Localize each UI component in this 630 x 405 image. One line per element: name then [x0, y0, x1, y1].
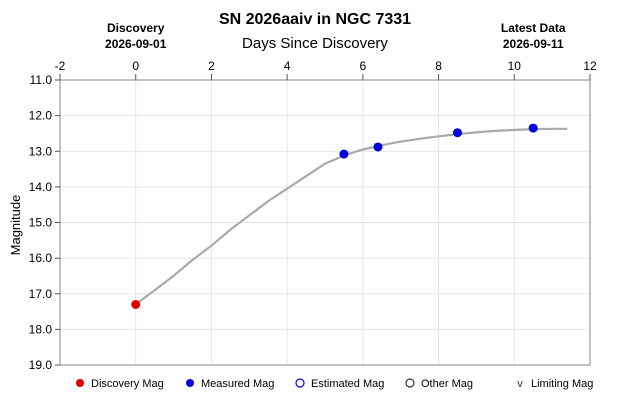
- y-tick-label: 12.0: [29, 109, 53, 123]
- legend-marker: [186, 379, 194, 387]
- legend: Discovery Mag Measured Mag Estimated Mag Ot…: [76, 378, 593, 390]
- x-axis: -2 0 2 4 6 8 10 12: [55, 59, 597, 80]
- chart-title: SN 2026aaiv in NGC 7331: [219, 11, 411, 28]
- x-tick-label: 6: [360, 59, 367, 73]
- legend-label: Other Mag: [421, 378, 473, 390]
- y-tick-label: 15.0: [29, 216, 53, 230]
- x-tick-label: -2: [55, 59, 66, 73]
- x-tick-label: 12: [583, 59, 597, 73]
- measured-mag-point: [528, 123, 538, 133]
- model-curve: [135, 127, 568, 306]
- legend-marker: [405, 378, 415, 388]
- discovery-label: Discovery: [107, 21, 165, 35]
- y-tick-label: 14.0: [29, 180, 53, 194]
- discovery-date: 2026-09-01: [105, 37, 167, 51]
- data-points: [131, 123, 538, 309]
- y-tick-label: 11.0: [30, 73, 53, 87]
- latest-data-date: 2026-09-11: [503, 37, 564, 51]
- legend-label: Discovery Mag: [91, 378, 164, 390]
- x-tick-label: 8: [435, 59, 442, 73]
- y-tick-label: 13.0: [29, 144, 53, 158]
- legend-item-other-mag: Other Mag: [405, 378, 473, 390]
- legend-label: Limiting Mag: [531, 378, 593, 390]
- legend-marker: v: [517, 378, 523, 390]
- measured-mag-point: [373, 142, 383, 152]
- latest-data-label: Latest Data: [501, 21, 566, 35]
- legend-item-estimated-mag: Estimated Mag: [295, 378, 384, 390]
- y-tick-label: 17.0: [29, 287, 53, 301]
- legend-label: Estimated Mag: [311, 378, 384, 390]
- x-tick-label: 2: [208, 59, 215, 73]
- grid: [60, 80, 590, 365]
- y-tick-label: 18.0: [29, 322, 53, 336]
- x-tick-label: 10: [508, 59, 522, 73]
- measured-mag-point: [453, 128, 462, 138]
- x-tick-label: 0: [132, 59, 139, 73]
- legend-item-limiting-mag: v Limiting Mag: [517, 378, 593, 390]
- legend-marker: [76, 379, 84, 387]
- x-tick-label: 4: [284, 59, 291, 73]
- x-axis-label: Days Since Discovery: [242, 35, 388, 52]
- y-axis: 11.0 12.0 13.0 14.0 15.0 16.0 17.0 18.0 19.0: [29, 73, 60, 372]
- legend-item-discovery-mag: Discovery Mag: [76, 378, 164, 390]
- y-tick-label: 19.0: [29, 358, 53, 372]
- y-axis-label: Magnitude: [8, 195, 23, 256]
- y-tick-label: 16.0: [29, 251, 53, 265]
- legend-item-measured-mag: Measured Mag: [186, 378, 274, 390]
- discovery-mag-point: [131, 299, 141, 309]
- legend-marker: [295, 378, 305, 388]
- legend-label: Measured Mag: [201, 378, 274, 390]
- measured-mag-point: [339, 149, 349, 159]
